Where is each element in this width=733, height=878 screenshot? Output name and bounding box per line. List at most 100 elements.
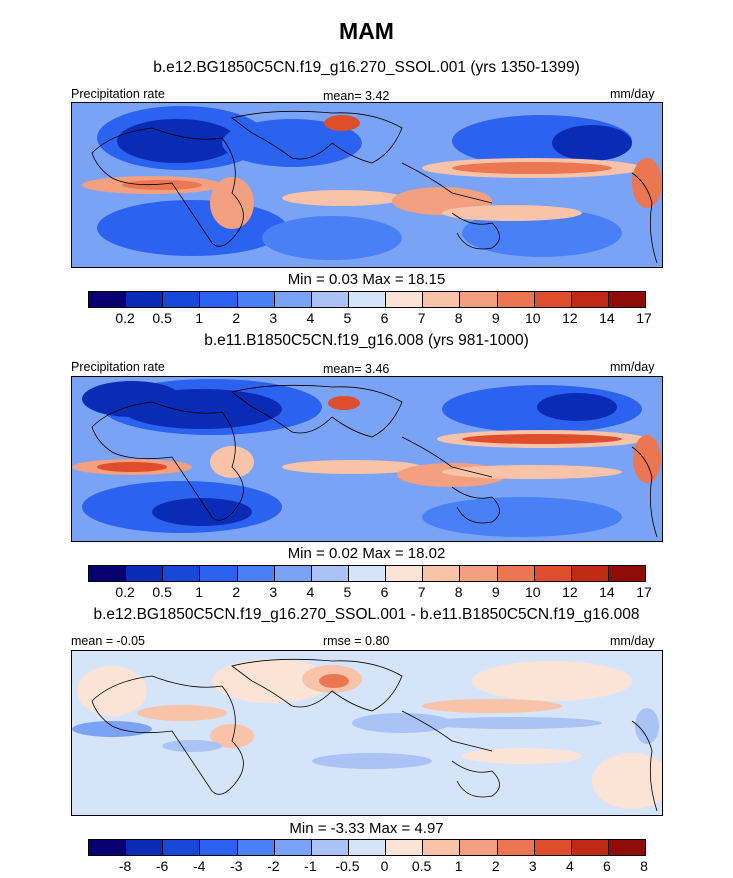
colorbar-swatch [163,840,201,855]
colorbar-swatch [534,566,572,581]
colorbar-tick-label: -0.5 [335,858,360,874]
colorbar-tick-label: -8 [118,858,132,874]
panel-2-min-max: Min = 0.02 Max = 18.02 [287,545,446,562]
colorbar-swatch [126,840,164,855]
colorbar-swatch [571,292,609,307]
panel-3-min-max: Min = -3.33 Max = 4.97 [289,820,444,837]
colorbar-swatch [89,566,127,581]
colorbar-tick-label: 8 [454,584,463,600]
colorbar-swatch [460,292,498,307]
colorbar-swatch [237,292,275,307]
colorbar-tick-label: 12 [562,310,578,326]
colorbar-tick-label: 2 [232,584,241,600]
colorbar-tick-label: 7 [417,584,426,600]
colorbar-tick-label: -3 [230,858,243,874]
colorbar-tick-label: 7 [417,310,426,326]
colorbar-swatch [348,566,387,581]
colorbar-swatch [460,840,498,855]
colorbar-swatch [571,566,609,581]
colorbar-tick-label: 6 [380,310,389,326]
colorbar-swatch [497,840,535,855]
colorbar-swatch [497,292,535,307]
colorbar-swatch [571,840,609,855]
panel-1-min-max: Min = 0.03 Max = 18.15 [287,271,446,288]
colorbar-swatch [608,840,646,855]
colorbar-tick-label: 5 [343,310,352,326]
colorbar-swatch [423,292,461,307]
panel-3-map [71,650,663,816]
colorbar-tick-label: 0.2 [115,584,135,600]
colorbar-swatch [497,566,535,581]
colorbar-swatch [126,566,164,581]
panel-1-variable-label: Precipitation rate [71,87,165,101]
panel-2-subtitle: b.e11.B1850C5CN.f19_g16.008 (yrs 981-100… [204,332,529,349]
colorbar-tick-label: 8 [640,858,648,874]
colorbar-tick-label: 1 [195,310,204,326]
colorbar-tick-label: 3 [269,310,278,326]
colorbar-tick-label: 0.5 [411,858,432,874]
colorbar-swatch [200,840,238,855]
panel-3-subtitle: b.e12.BG1850C5CN.f19_g16.270_SSOL.001 - … [93,606,640,623]
colorbar-tick-label: 1 [454,858,463,874]
colorbar-tick-label: 10 [525,584,541,600]
panel-1-units-label: mm/day [610,87,655,101]
colorbar-tick-label: 10 [525,310,541,326]
colorbar-swatch [423,840,461,855]
colorbar-tick-label: 9 [491,584,500,600]
colorbar-tick-label: 0 [380,858,389,874]
colorbar-swatch [89,840,127,855]
colorbar-tick-label: 6 [603,858,611,874]
colorbar-tick-label: -2 [267,858,280,874]
colorbar-tick-label: 8 [454,310,463,326]
panel-3-colorbar [88,839,646,856]
colorbar-tick-label: 0.5 [152,584,172,600]
colorbar-swatch [237,566,275,581]
colorbar-swatch [608,292,646,307]
colorbar-swatch [386,840,424,855]
colorbar-swatch [348,292,387,307]
colorbar-swatch [126,292,164,307]
colorbar-tick-label: 4 [565,858,574,874]
colorbar-tick-label: -1 [304,858,317,874]
panel-1-colorbar [88,291,646,308]
colorbar-swatch [460,566,498,581]
colorbar-tick-label: 0.2 [115,310,135,326]
figure-title: MAM [339,18,394,44]
colorbar-tick-label: 12 [562,584,578,600]
colorbar-swatch [311,840,349,855]
colorbar-tick-label: 17 [636,584,652,600]
colorbar-tick-label: 3 [269,584,278,600]
colorbar-tick-label: 6 [380,584,389,600]
colorbar-swatch [608,566,646,581]
panel-1-map [71,102,663,268]
colorbar-tick-label: 9 [491,310,500,326]
panel-2-units-label: mm/day [610,360,655,374]
colorbar-swatch [274,292,312,307]
panel-2-variable-label: Precipitation rate [71,360,165,374]
panel-1-mean-label: mean= 3.42 [323,89,390,103]
panel-2-colorbar [88,565,646,582]
colorbar-tick-label: 2 [232,310,241,326]
colorbar-swatch [163,566,201,581]
colorbar-tick-label: 14 [599,310,615,326]
colorbar-swatch [386,292,424,307]
panel-2-mean-label: mean= 3.46 [323,362,390,376]
colorbar-tick-label: -6 [155,858,169,874]
colorbar-tick-label: 14 [599,584,615,600]
colorbar-swatch [237,840,275,855]
colorbar-swatch [423,566,461,581]
colorbar-swatch [311,566,349,581]
panel-2-map [71,376,663,542]
colorbar-tick-label: 0.5 [152,310,172,326]
colorbar-tick-label: 3 [528,858,537,874]
colorbar-tick-label: 4 [306,584,315,600]
colorbar-tick-label: -4 [192,858,206,874]
panel-3-rmse-label: rmse = 0.80 [323,634,390,648]
colorbar-swatch [89,292,127,307]
colorbar-swatch [163,292,201,307]
colorbar-tick-label: 5 [343,584,352,600]
panel-1-subtitle: b.e12.BG1850C5CN.f19_g16.270_SSOL.001 (y… [153,59,580,76]
colorbar-swatch [274,566,312,581]
colorbar-tick-label: 17 [636,310,652,326]
colorbar-swatch [200,566,238,581]
